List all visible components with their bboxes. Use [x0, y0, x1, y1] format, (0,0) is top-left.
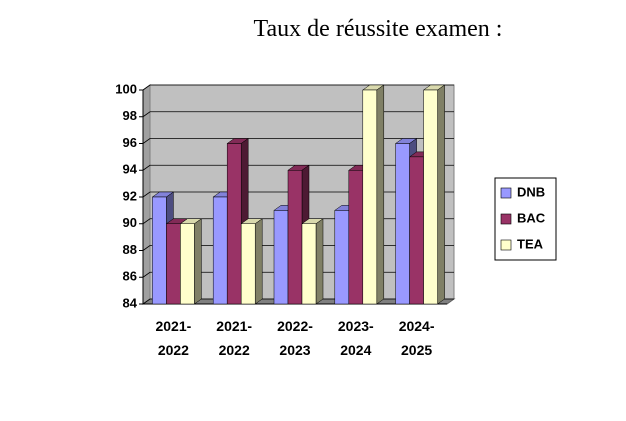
- bar-side: [315, 218, 324, 305]
- y-tick-label: 94: [123, 162, 138, 177]
- legend-label: TEA: [517, 236, 544, 251]
- bar: [287, 170, 303, 305]
- y-tick-label: 100: [115, 81, 137, 96]
- x-tick-label: 2021-2022: [155, 318, 192, 358]
- chart-title: Taux de réussite examen :: [253, 16, 503, 42]
- y-tick-label: 96: [123, 135, 137, 150]
- legend-swatch: [500, 213, 512, 225]
- y-tick-label: 92: [123, 188, 137, 203]
- bar: [423, 89, 438, 305]
- bar: [240, 223, 256, 305]
- y-tick-label: 98: [123, 108, 137, 123]
- grid-line: [142, 84, 454, 91]
- legend-swatch: [500, 239, 512, 251]
- bar: [273, 210, 289, 305]
- grid-line: [142, 111, 454, 118]
- grid-line: [142, 164, 454, 171]
- bar: [166, 223, 181, 305]
- x-tick-label: 2024-2025: [398, 318, 435, 358]
- grid-line: [142, 138, 454, 144]
- y-tick-label: 84: [123, 295, 138, 310]
- bar: [226, 143, 242, 305]
- y-tick-label: 86: [123, 269, 137, 284]
- x-tick-label: 2023-2024: [337, 318, 374, 358]
- bar: [348, 170, 364, 305]
- bar: [362, 89, 378, 305]
- bar: [152, 196, 167, 305]
- legend-swatch: [500, 187, 512, 199]
- bar-side: [254, 218, 263, 305]
- bar: [395, 143, 410, 305]
- bar: [180, 223, 195, 305]
- bar: [409, 156, 424, 305]
- legend-label: DNB: [517, 184, 545, 199]
- x-tick-label: 2021-2022: [216, 318, 253, 358]
- y-tick-label: 88: [123, 242, 137, 257]
- y-tick-label: 90: [123, 215, 137, 230]
- bar: [301, 223, 317, 305]
- bar: [334, 210, 350, 305]
- x-tick-label: 2022-2023: [277, 318, 313, 358]
- legend-label: BAC: [517, 210, 546, 225]
- bar-side: [376, 84, 385, 305]
- bar-side: [437, 84, 445, 305]
- bar: [212, 196, 228, 305]
- bar-side: [194, 218, 202, 305]
